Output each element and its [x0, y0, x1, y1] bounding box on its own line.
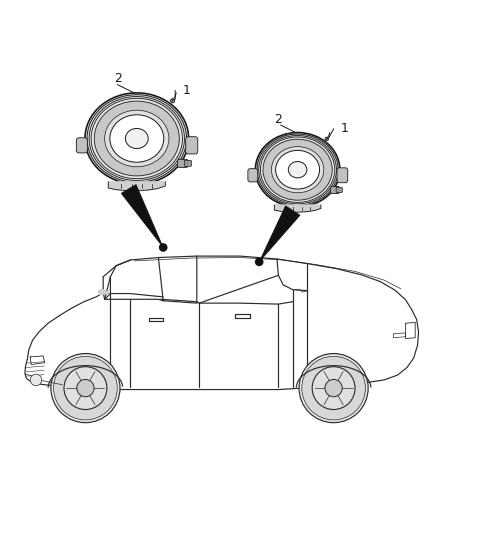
- Circle shape: [159, 243, 168, 252]
- Circle shape: [256, 259, 263, 265]
- FancyBboxPatch shape: [331, 187, 339, 194]
- Polygon shape: [121, 184, 163, 247]
- Circle shape: [302, 357, 365, 420]
- Circle shape: [325, 379, 342, 397]
- Ellipse shape: [288, 162, 307, 178]
- Ellipse shape: [125, 128, 148, 149]
- FancyBboxPatch shape: [336, 187, 342, 193]
- Ellipse shape: [257, 134, 338, 206]
- Ellipse shape: [276, 150, 320, 189]
- Polygon shape: [26, 256, 418, 388]
- Circle shape: [255, 258, 264, 266]
- Polygon shape: [108, 182, 165, 190]
- Circle shape: [64, 367, 107, 410]
- Circle shape: [325, 137, 328, 141]
- Ellipse shape: [87, 95, 187, 182]
- Circle shape: [77, 379, 94, 397]
- Ellipse shape: [94, 101, 180, 176]
- FancyBboxPatch shape: [248, 169, 258, 182]
- Text: 2: 2: [114, 72, 121, 85]
- Circle shape: [299, 353, 368, 423]
- Ellipse shape: [85, 93, 189, 184]
- Ellipse shape: [263, 139, 332, 200]
- FancyBboxPatch shape: [337, 168, 348, 183]
- FancyBboxPatch shape: [178, 160, 188, 167]
- Ellipse shape: [271, 147, 324, 193]
- Ellipse shape: [261, 137, 335, 202]
- FancyBboxPatch shape: [76, 138, 87, 153]
- Circle shape: [51, 353, 120, 423]
- Ellipse shape: [91, 98, 182, 179]
- Ellipse shape: [110, 115, 164, 162]
- Ellipse shape: [105, 110, 169, 167]
- Polygon shape: [259, 206, 300, 262]
- Circle shape: [312, 367, 355, 410]
- Text: 1: 1: [182, 84, 190, 97]
- Ellipse shape: [255, 133, 340, 207]
- Text: 2: 2: [275, 113, 282, 126]
- Polygon shape: [98, 289, 108, 294]
- Ellipse shape: [259, 135, 336, 204]
- Circle shape: [54, 357, 117, 420]
- Text: 1: 1: [341, 122, 348, 135]
- Ellipse shape: [89, 96, 184, 181]
- Circle shape: [160, 244, 167, 251]
- FancyBboxPatch shape: [184, 160, 192, 167]
- Polygon shape: [275, 205, 321, 212]
- FancyBboxPatch shape: [186, 137, 198, 154]
- Circle shape: [30, 374, 42, 386]
- Circle shape: [170, 98, 175, 103]
